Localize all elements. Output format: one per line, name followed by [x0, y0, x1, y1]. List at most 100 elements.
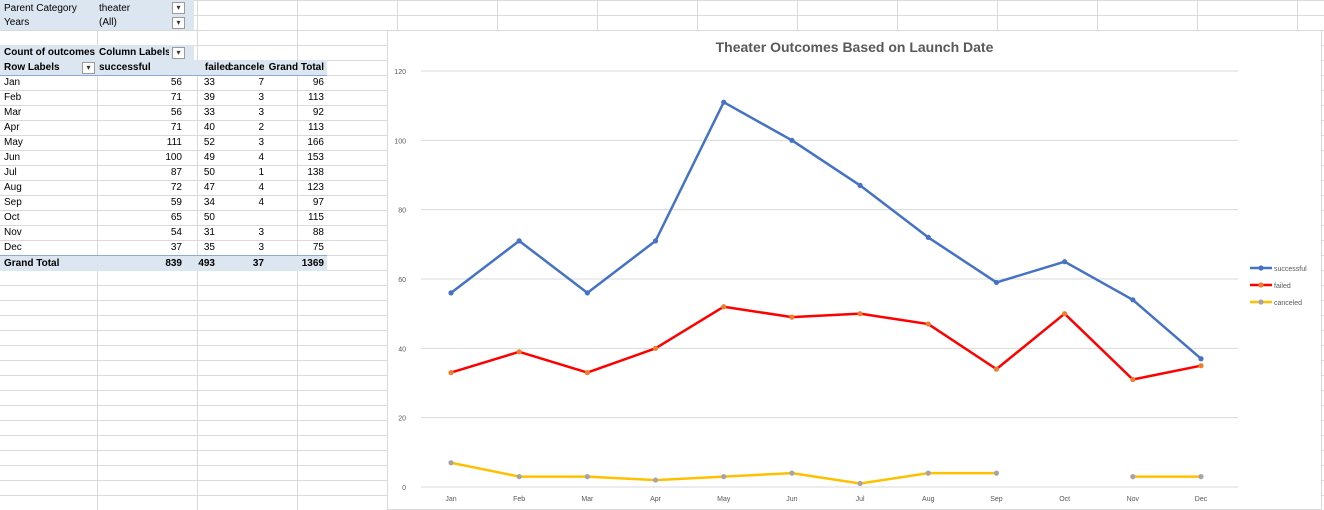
x-tick-label: Jan: [445, 496, 456, 503]
row-month: Feb: [4, 92, 22, 103]
y-tick-label: 100: [394, 138, 406, 145]
data-point-canceled: [857, 480, 863, 487]
cell-canceled: 3: [258, 242, 264, 253]
data-point-canceled: [584, 474, 590, 480]
filter-years-row: [0, 15, 194, 30]
data-point-failed: [925, 321, 931, 327]
data-point-canceled: [789, 470, 795, 476]
grand-total-failed: 493: [198, 258, 215, 269]
pivot-col-successful: successful: [99, 62, 151, 73]
pivot-corner-label: Count of outcomes: [4, 47, 96, 58]
cell-canceled: 3: [258, 107, 264, 118]
row-filter-icon[interactable]: ▾: [82, 62, 95, 74]
cell-failed: 34: [203, 197, 215, 208]
x-tick-label: Dec: [1195, 496, 1208, 503]
row-month: Nov: [4, 227, 22, 238]
line-chart[interactable]: Theater Outcomes Based on Launch Date 0 2…: [387, 30, 1322, 510]
data-point-failed: [993, 366, 1000, 372]
data-point-failed: [448, 370, 454, 376]
cell-canceled: 3: [258, 92, 264, 103]
cell-canceled: 4: [258, 152, 264, 163]
y-tick-label: 120: [394, 69, 406, 76]
data-point-canceled: [925, 470, 931, 476]
data-point-canceled: [993, 470, 1000, 476]
row-month: Apr: [4, 122, 20, 133]
data-point-successful: [584, 290, 590, 296]
cell-successful: 100: [165, 152, 182, 163]
cell-failed: 50: [203, 212, 215, 223]
cell-successful: 72: [170, 182, 182, 193]
data-point-successful: [448, 290, 454, 296]
cell-canceled: 4: [258, 182, 264, 193]
cell-grand-total: 123: [307, 182, 324, 193]
cell-grand-total: 115: [308, 212, 324, 223]
series-line-canceled: [450, 461, 997, 485]
legend-label-failed: failed: [1274, 283, 1291, 290]
row-month: Mar: [4, 107, 22, 118]
data-point-failed: [652, 345, 659, 351]
cell-grand-total: 153: [307, 152, 324, 163]
cell-failed: 39: [203, 92, 215, 103]
y-tick-label: 60: [398, 277, 406, 284]
data-point-successful: [721, 99, 727, 105]
x-tick-label: Jun: [786, 496, 797, 503]
data-point-failed: [857, 311, 863, 317]
data-point-failed: [1198, 363, 1204, 369]
data-point-failed: [584, 370, 590, 376]
pivot-header-row-1: [0, 45, 194, 60]
cell-grand-total: 166: [307, 137, 324, 148]
cell-successful: 111: [166, 137, 182, 148]
pivot-col-failed: failed: [204, 62, 231, 73]
data-point-successful: [1130, 297, 1136, 303]
data-point-canceled: [1130, 474, 1136, 480]
data-point-successful: [993, 279, 1000, 286]
data-point-canceled: [448, 460, 454, 466]
cell-failed: 49: [203, 152, 215, 163]
filter-parent-category-value: theater: [99, 3, 131, 14]
dropdown-arrow-icon[interactable]: ▾: [172, 17, 185, 29]
cell-successful: 56: [170, 107, 182, 118]
legend-label-canceled: canceled: [1274, 300, 1302, 307]
cell-grand-total: 113: [308, 92, 324, 103]
cell-grand-total: 88: [312, 227, 324, 238]
chart-title: Theater Outcomes Based on Launch Date: [715, 39, 994, 55]
legend-marker-successful: [1258, 265, 1264, 271]
cell-canceled: 3: [258, 137, 264, 148]
data-point-failed: [1130, 376, 1136, 383]
data-point-canceled: [652, 477, 659, 483]
column-filter-icon[interactable]: ▾: [172, 47, 185, 59]
row-month: Jul: [4, 167, 17, 178]
data-point-successful: [789, 137, 795, 143]
cell-canceled: [228, 210, 264, 225]
grand-total-row: [0, 255, 327, 271]
y-tick-label: 80: [398, 208, 406, 215]
cell-failed: 50: [203, 167, 215, 178]
pivot-col-grand-total: Grand Total: [268, 62, 324, 73]
cell-failed: 33: [203, 77, 215, 88]
cell-successful: 56: [170, 77, 182, 88]
row-month: Jun: [4, 152, 21, 163]
grand-total-canceled: 37: [252, 258, 264, 269]
cell-failed: 31: [203, 227, 215, 238]
data-point-successful: [857, 182, 863, 188]
pivot-col-canceled: canceled: [228, 62, 264, 73]
cell-successful: 37: [170, 242, 182, 253]
y-tick-label: 40: [398, 346, 406, 353]
filter-applied-icon[interactable]: ▾: [172, 2, 185, 14]
x-tick-label: Mar: [581, 496, 594, 503]
cell-grand-total: 97: [312, 197, 324, 208]
cell-canceled: 4: [258, 197, 264, 208]
series-line-failed: [450, 305, 1202, 381]
cell-grand-total: 75: [312, 242, 324, 253]
data-point-successful: [652, 238, 659, 244]
row-month: Sep: [4, 197, 22, 208]
grand-total-label: Grand Total: [4, 258, 60, 269]
data-point-canceled: [721, 474, 727, 480]
cell-failed: 52: [203, 137, 215, 148]
data-point-successful: [1062, 259, 1068, 265]
row-month: Oct: [4, 212, 20, 223]
filter-years-value: (All): [99, 17, 117, 28]
x-tick-label: May: [717, 496, 731, 503]
x-tick-label: Aug: [922, 496, 935, 503]
filter-parent-category-label: Parent Category: [4, 3, 77, 14]
